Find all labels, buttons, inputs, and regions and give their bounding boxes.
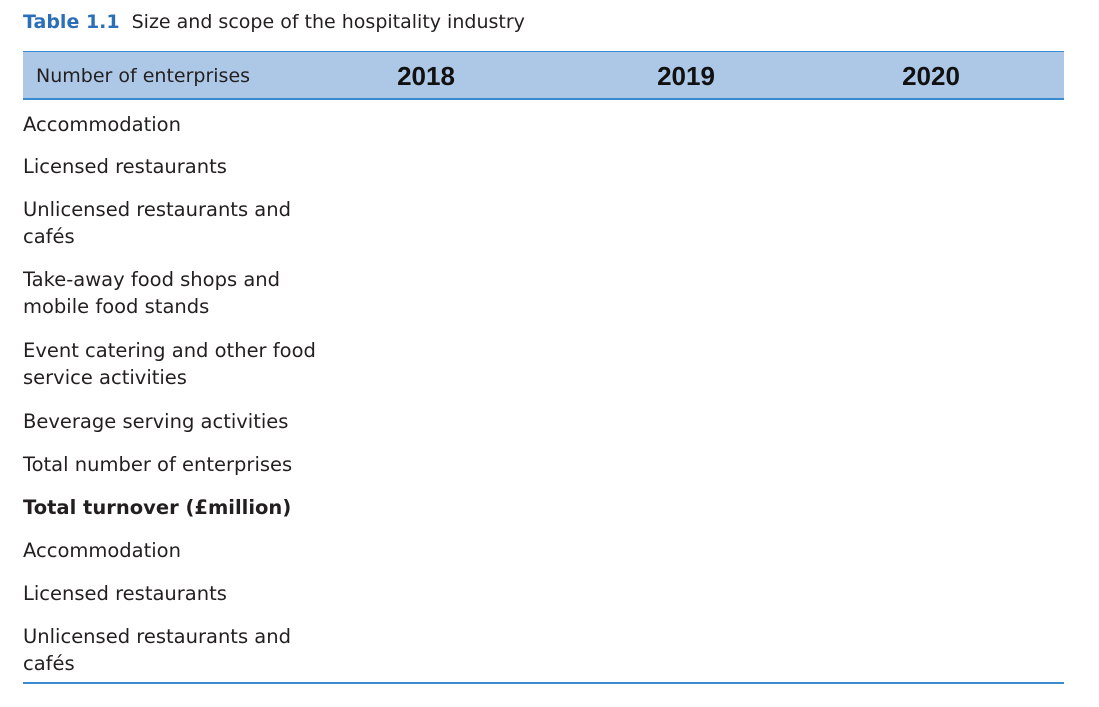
column-header-2020: 2020 (902, 61, 960, 91)
table-row-label: Accommodation (23, 113, 181, 136)
table-bottom-rule (23, 682, 1064, 684)
table-caption: Table 1.1 Size and scope of the hospitali… (23, 9, 525, 35)
table-row-label: Accommodation (23, 539, 181, 562)
hospitality-table: Number of enterprises 2018 2019 2020 Acc… (23, 51, 1064, 675)
column-header-2018: 2018 (397, 61, 455, 91)
table-header-row: Number of enterprises 2018 2019 2020 (23, 51, 1064, 100)
table-title: Size and scope of the hospitality indust… (131, 11, 525, 33)
table-row-label: Licensed restaurants (23, 155, 227, 178)
header-label-number-of-enterprises: Number of enterprises (36, 65, 251, 87)
table-row-label: Event catering and other food service ac… (23, 339, 316, 389)
table-row-label: Licensed restaurants (23, 582, 227, 605)
table-row-label: Beverage serving activities (23, 410, 289, 433)
table-row-label: Take-away food shops and mobile food sta… (23, 268, 281, 318)
section-heading-total-turnover: Total turnover (£million) (23, 496, 292, 519)
table-number: Table 1.1 (23, 11, 120, 33)
table-row-label: Total number of enterprises (23, 453, 293, 476)
table-row-label: Unlicensed restaurants and cafés (23, 198, 291, 248)
column-header-2019: 2019 (657, 61, 715, 91)
table-row-label: Unlicensed restaurants and cafés (23, 625, 291, 675)
